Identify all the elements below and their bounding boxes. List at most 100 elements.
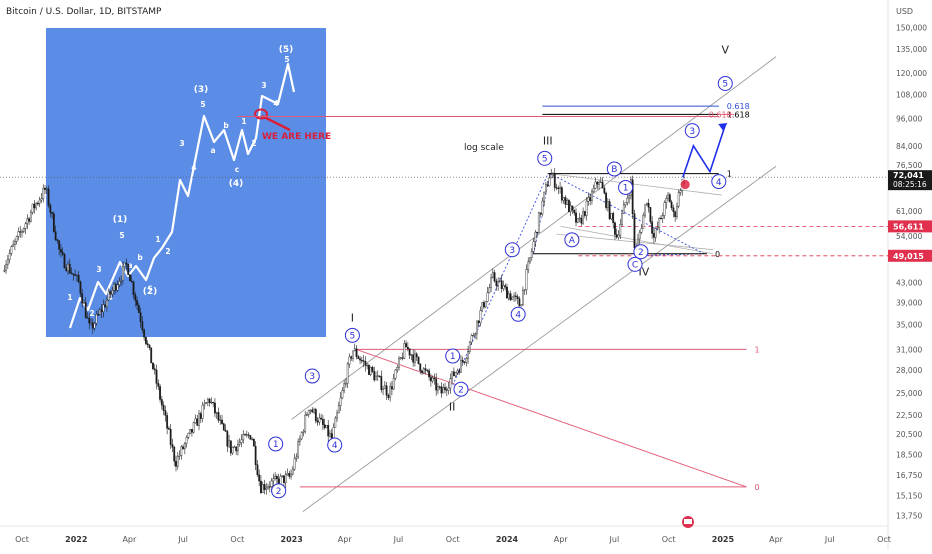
candle-body	[419, 363, 422, 372]
candle-body	[109, 291, 112, 295]
candle-body	[291, 468, 294, 475]
candle-body	[564, 197, 567, 205]
candle-body	[649, 207, 652, 222]
candle-body	[22, 228, 25, 232]
candle-body	[203, 403, 206, 406]
candle-body	[77, 274, 80, 282]
minor-wave-label: 4	[332, 441, 338, 451]
candle-body	[286, 473, 289, 475]
candle-body	[392, 378, 395, 390]
candle-body	[499, 280, 501, 282]
y-tick-label: 15,150	[896, 491, 922, 500]
candle-body	[408, 348, 411, 356]
candle-body	[106, 299, 108, 308]
dotted-fib-line-2	[549, 173, 705, 255]
candle-body	[490, 277, 492, 288]
minor-wave-label: 1	[623, 184, 629, 194]
candle-body	[157, 383, 160, 387]
wave-circle	[304, 368, 320, 384]
y-tick-label: 22,500	[896, 411, 922, 420]
candle-body	[261, 484, 264, 493]
candle-body	[543, 191, 546, 202]
candle-body	[364, 361, 367, 366]
candle-body	[582, 211, 584, 224]
inset-wave-path	[68, 62, 296, 329]
candle-body	[368, 365, 370, 375]
candle-body	[132, 281, 135, 295]
candle-body	[417, 356, 420, 364]
candle-body	[152, 362, 154, 370]
candle-body	[421, 370, 423, 373]
candle-body	[263, 484, 266, 490]
inset-wave-label: 5	[284, 55, 289, 64]
inset-wave-label: 1	[155, 235, 160, 244]
candle-body	[401, 357, 404, 359]
major-wave-label: IV	[638, 266, 649, 279]
candle-body	[304, 414, 307, 432]
candle-body	[375, 375, 377, 381]
candle-body	[265, 487, 268, 490]
inset-wave-label: 5	[119, 231, 124, 240]
candle-body	[274, 476, 277, 479]
candle-body	[169, 429, 172, 445]
candle-body	[617, 234, 620, 238]
x-tick-label: Apr	[554, 535, 569, 544]
candle-body	[146, 343, 149, 346]
candle-body	[360, 359, 363, 362]
wave-circle	[537, 150, 553, 166]
minor-wave-label: 2	[458, 385, 464, 395]
candle-body	[199, 413, 202, 419]
minor-wave-label: 3	[509, 246, 515, 256]
candle-body	[153, 368, 156, 371]
candle-body	[559, 187, 561, 189]
candle-body	[424, 368, 427, 371]
candle-body	[594, 181, 597, 189]
time-axis[interactable]: Oct 2022 Apr Jul Oct 2023 Apr Jul Oct 2024 Apr Jul O…	[15, 516, 891, 544]
candle-body	[608, 201, 611, 220]
candle-body	[359, 358, 361, 361]
candle-body	[31, 203, 34, 213]
candle-body	[114, 284, 117, 291]
candle-body	[33, 203, 36, 209]
y-tick-label: 13,750	[896, 511, 922, 520]
candle-body	[522, 290, 524, 306]
minor-wave-label: 4	[716, 178, 722, 188]
candle-body	[440, 386, 443, 394]
candle-body	[346, 363, 349, 384]
wave-circle	[711, 174, 727, 190]
candle-body	[534, 231, 537, 243]
projection-path	[682, 123, 728, 178]
candle-body	[35, 202, 38, 209]
candle-body	[451, 371, 454, 379]
minor-wave-label: 3	[309, 372, 315, 382]
x-tick-label: Jul	[824, 535, 835, 544]
candle-body	[307, 409, 310, 415]
candle-body	[75, 274, 78, 277]
we-are-here-text: WE ARE HERE	[262, 132, 331, 142]
candle-body	[497, 281, 500, 286]
candle-body	[472, 334, 475, 337]
candle-body	[214, 402, 216, 414]
candle-body	[486, 292, 489, 302]
price-axis[interactable]: 150,000 135,000 120,000 108,000 96,000 84,000…	[888, 23, 932, 520]
inset-wave-label: 1	[67, 293, 72, 302]
candle-body	[514, 295, 517, 297]
candle-body	[229, 440, 232, 454]
candle-body	[562, 197, 565, 201]
candle-body	[231, 447, 234, 454]
candle-body	[483, 302, 485, 308]
candle-body	[677, 192, 680, 207]
wave-circle	[510, 306, 526, 322]
candle-body	[217, 412, 220, 421]
candle-body	[238, 442, 241, 445]
candle-body	[72, 273, 75, 276]
level-label: 0	[755, 483, 760, 492]
candle-body	[352, 350, 354, 359]
we-are-here-marker	[254, 108, 268, 120]
candle-body	[511, 296, 514, 301]
minor-wave-label: 1	[450, 352, 456, 362]
